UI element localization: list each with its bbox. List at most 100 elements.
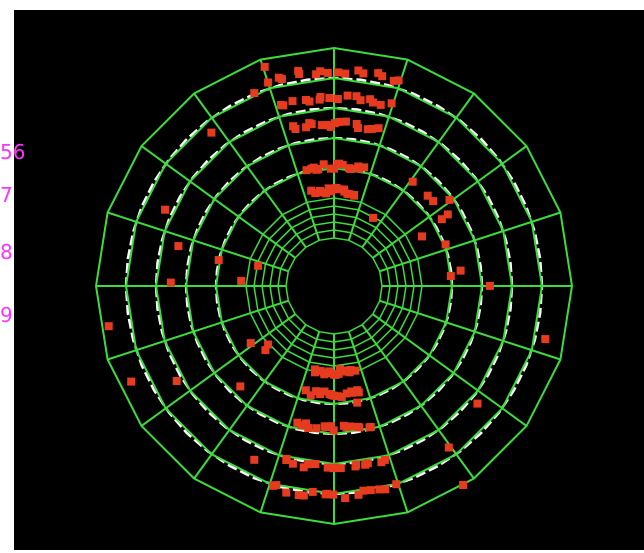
hit-marker xyxy=(295,70,304,78)
side-label-9: 9 xyxy=(0,303,13,327)
hit-marker xyxy=(288,97,297,106)
outer-ring xyxy=(184,136,484,436)
hit-marker xyxy=(272,481,281,490)
hit-marker xyxy=(336,464,345,473)
hit-marker xyxy=(334,68,343,77)
hit-marker xyxy=(319,160,328,169)
hit-marker xyxy=(326,164,335,173)
hit-marker xyxy=(172,377,181,385)
hit-marker xyxy=(104,322,113,331)
hit-marker xyxy=(302,166,311,175)
hit-marker xyxy=(445,195,454,204)
hit-marker xyxy=(341,69,350,78)
hit-marker xyxy=(301,386,310,395)
hit-marker xyxy=(485,281,494,290)
hit-marker xyxy=(316,390,325,399)
hit-marker xyxy=(304,460,313,469)
hit-marker xyxy=(312,70,321,79)
hit-marker xyxy=(334,369,343,378)
hit-marker xyxy=(299,491,308,500)
hit-marker xyxy=(473,399,482,408)
hit-marker xyxy=(355,423,364,432)
hit-marker xyxy=(289,122,298,131)
inner-ring xyxy=(261,213,407,359)
hit-marker xyxy=(459,481,468,489)
hit-marker xyxy=(376,100,385,109)
hit-marker xyxy=(277,101,285,109)
hit-marker xyxy=(323,489,332,498)
sector-spoke xyxy=(259,59,321,241)
hit-marker xyxy=(294,491,303,500)
hit-marker xyxy=(381,485,390,494)
hit-marker xyxy=(302,419,311,428)
side-label-7: 7 xyxy=(0,183,13,207)
hit-marker xyxy=(264,78,273,87)
hit-marker xyxy=(166,278,175,287)
outer-ring xyxy=(94,46,574,526)
hit-marker xyxy=(441,240,450,249)
hit-marker xyxy=(320,370,329,379)
hit-marker xyxy=(214,256,223,265)
hit-layer xyxy=(104,62,550,503)
hit-marker xyxy=(325,390,334,398)
hit-marker xyxy=(335,117,344,126)
hit-marker xyxy=(360,163,369,172)
hit-marker xyxy=(366,423,375,431)
inner-ring xyxy=(245,197,423,375)
hit-marker xyxy=(363,125,372,134)
hit-marker xyxy=(348,388,357,397)
hit-marker xyxy=(368,124,377,133)
hit-marker xyxy=(353,398,362,407)
hit-marker xyxy=(374,69,383,78)
hit-marker xyxy=(354,162,363,171)
hit-marker xyxy=(374,124,383,133)
hit-marker xyxy=(392,480,401,489)
hit-marker xyxy=(333,159,342,168)
hit-marker xyxy=(321,423,330,432)
hit-marker xyxy=(353,386,362,395)
hit-marker xyxy=(161,205,170,214)
hit-marker xyxy=(274,73,283,82)
central-hole xyxy=(290,242,378,330)
hit-marker xyxy=(329,490,338,499)
outer-ring xyxy=(214,166,454,406)
hit-marker xyxy=(317,121,326,130)
hit-marker xyxy=(359,486,368,495)
sector-spoke xyxy=(347,59,409,241)
hit-marker xyxy=(250,89,259,98)
hit-marker xyxy=(311,189,320,198)
hit-marker xyxy=(174,242,183,251)
hit-marker xyxy=(389,76,398,85)
hit-marker xyxy=(418,232,426,241)
hit-marker xyxy=(351,366,360,375)
hit-marker xyxy=(456,266,465,275)
hit-marker xyxy=(350,191,359,200)
hit-marker xyxy=(443,210,452,219)
sector-spoke xyxy=(379,211,561,273)
hit-marker xyxy=(307,164,316,173)
hit-marker xyxy=(329,426,338,435)
hit-marker xyxy=(323,68,332,77)
hit-marker xyxy=(363,459,372,468)
hit-marker xyxy=(342,389,351,398)
hit-marker xyxy=(322,121,331,129)
hit-marker xyxy=(288,459,297,468)
hit-marker xyxy=(299,463,308,472)
hit-marker xyxy=(320,387,329,396)
hit-marker xyxy=(336,365,344,374)
hit-marker xyxy=(260,62,269,71)
hit-marker xyxy=(127,377,136,386)
outer-ring xyxy=(124,76,544,496)
hit-marker xyxy=(429,197,438,206)
hit-marker xyxy=(340,185,348,194)
hit-marker xyxy=(261,346,270,355)
hit-marker xyxy=(354,490,363,499)
hit-marker xyxy=(306,391,315,400)
hit-marker xyxy=(302,123,311,132)
hit-marker xyxy=(369,213,377,222)
hit-marker xyxy=(352,120,361,128)
hit-marker xyxy=(387,99,396,108)
inner-ring xyxy=(269,221,399,351)
hit-marker xyxy=(236,382,245,391)
